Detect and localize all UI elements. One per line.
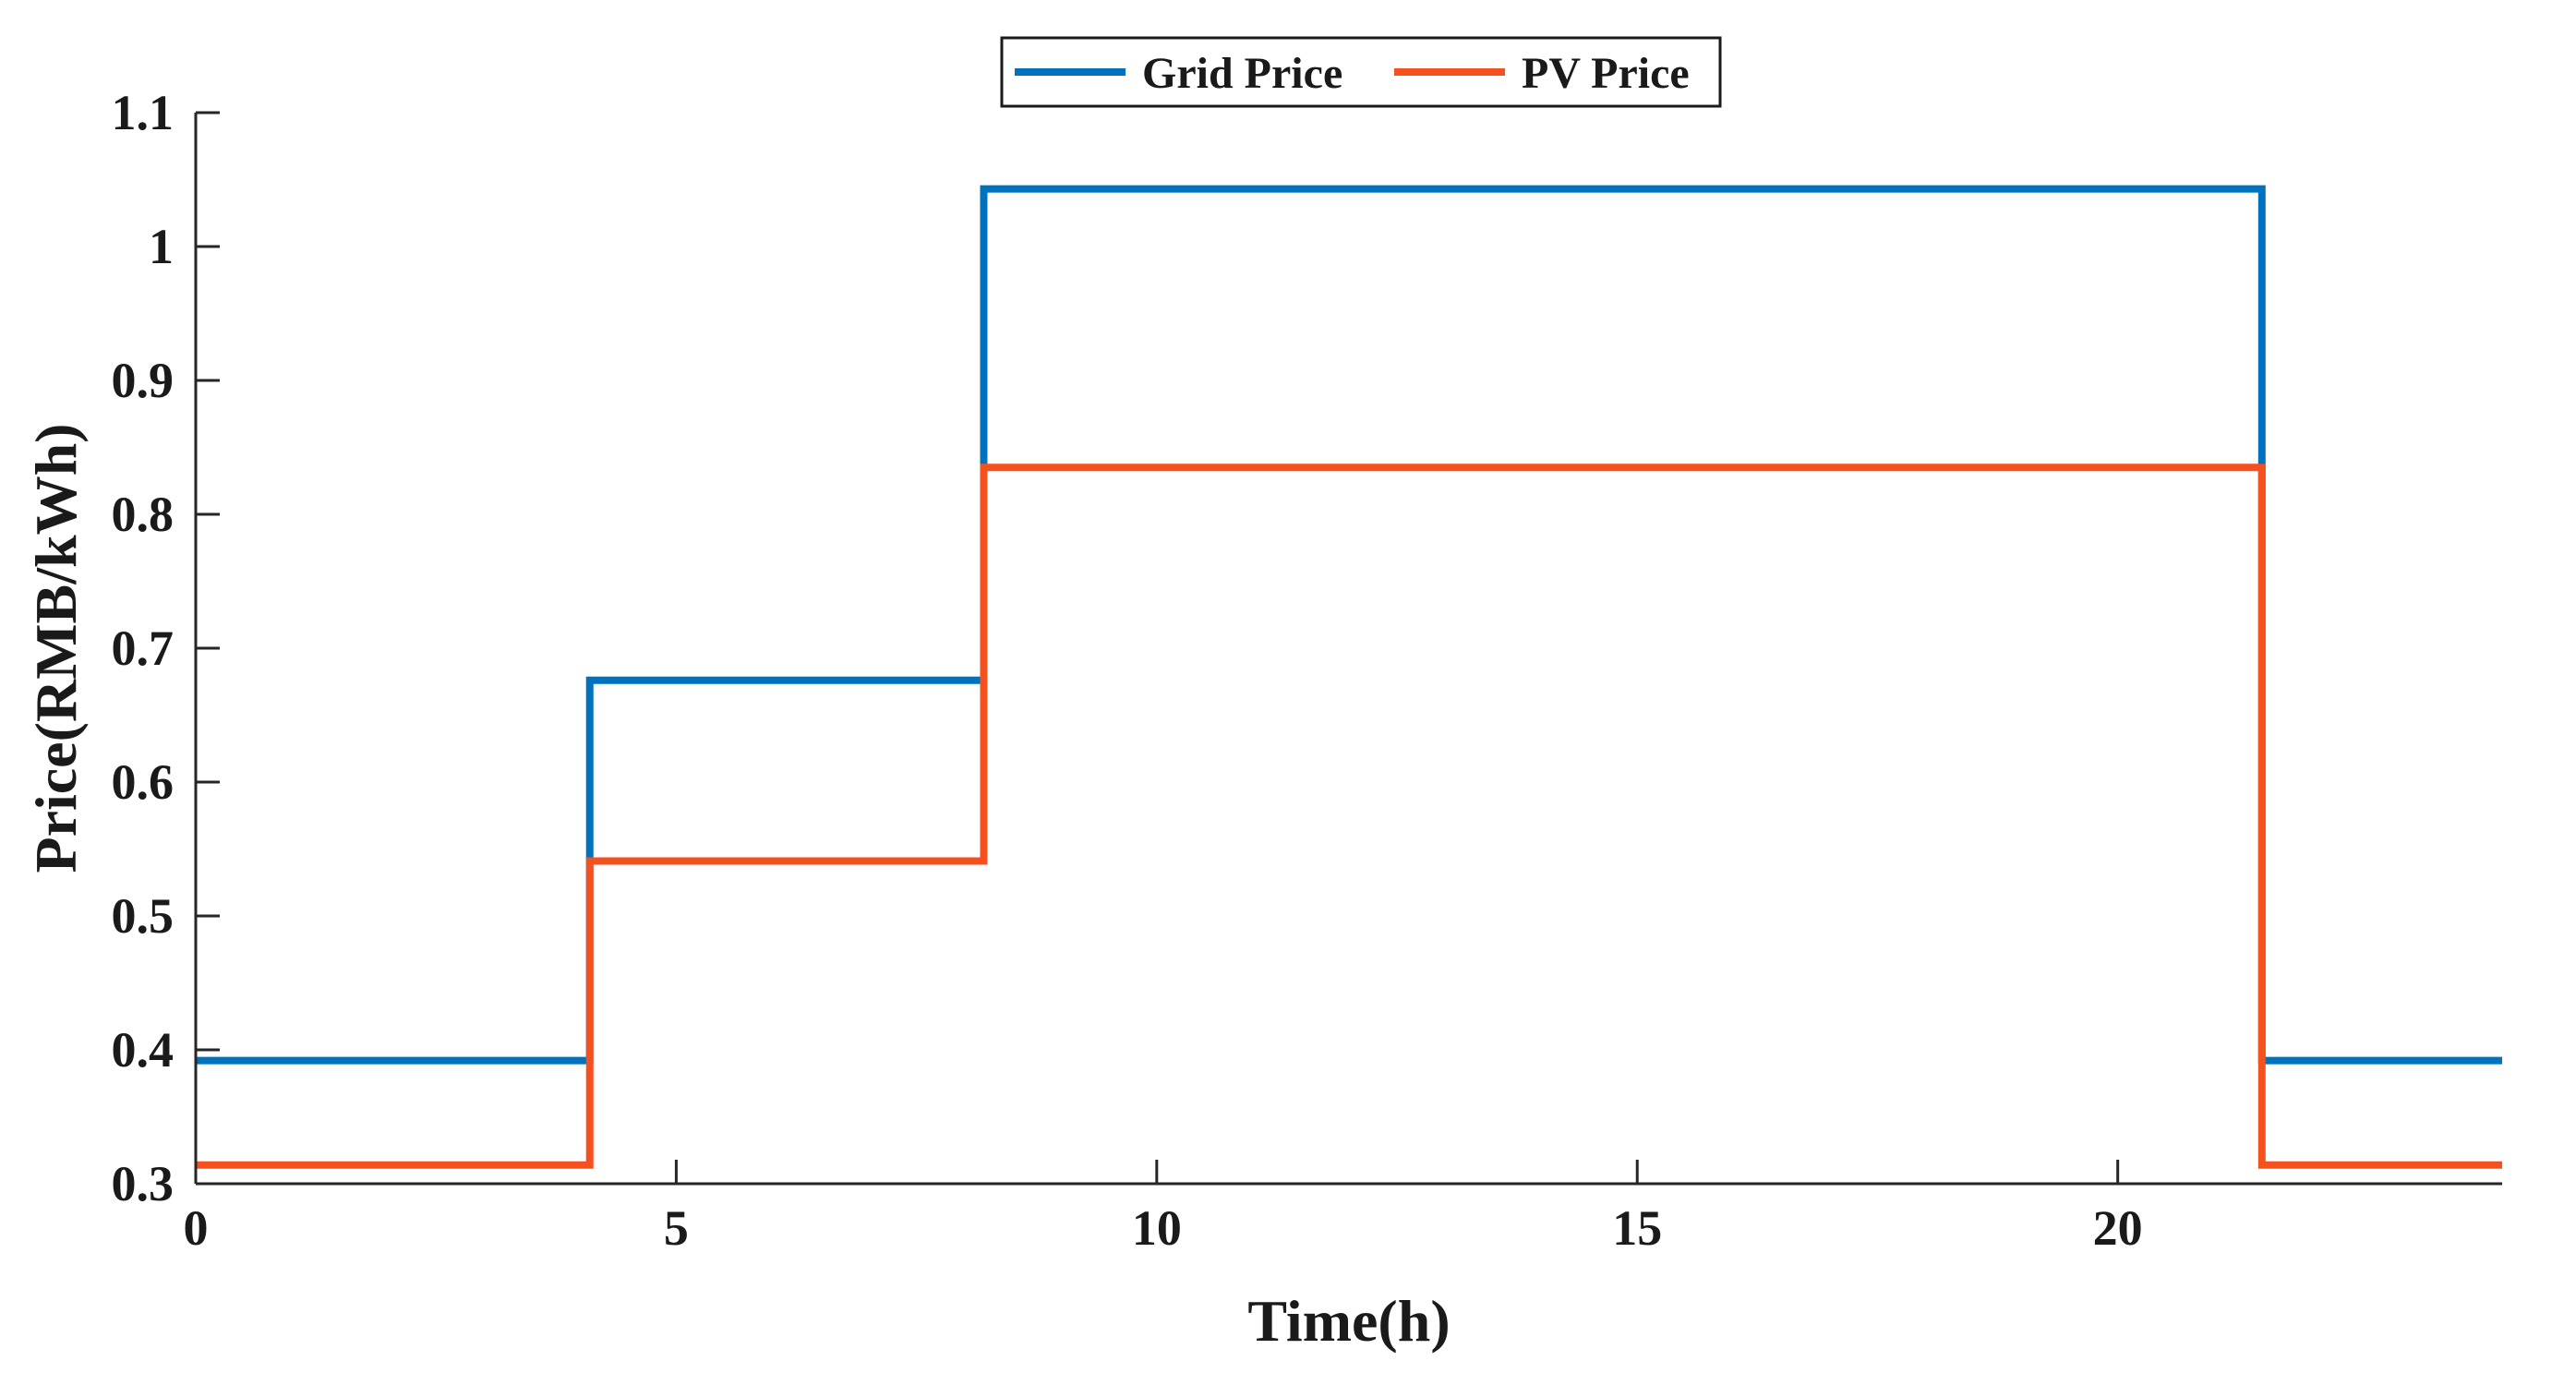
series-line-pv-price	[196, 464, 2502, 1169]
y-tick-label: 0.8	[112, 487, 175, 542]
x-tick-label: 10	[1132, 1200, 1182, 1256]
x-tick-label: 20	[2093, 1200, 2143, 1256]
x-tick-label: 5	[664, 1200, 689, 1256]
series-layer	[196, 185, 2502, 1169]
y-tick-label: 1.1	[112, 85, 175, 140]
y-tick-label: 0.9	[112, 353, 175, 408]
legend: Grid Price PV Price	[1000, 36, 1722, 108]
y-tick-label: 0.3	[112, 1156, 175, 1211]
legend-label-grid-price: Grid Price	[1142, 49, 1342, 98]
y-tick-label: 0.7	[112, 620, 175, 676]
x-tick-label: 15	[1612, 1200, 1662, 1256]
series-line-grid-price	[196, 185, 2502, 1065]
y-tick-label: 0.6	[112, 754, 175, 810]
y-axis-title: Price(RMB/kWh)	[23, 424, 89, 873]
x-axis-title: Time(h)	[1247, 1288, 1450, 1354]
y-tick-label: 0.4	[112, 1022, 175, 1078]
labels-layer: 0.3 0.4 0.5 0.6 0.7 0.8 0.9 1 1.1 0 5 10 15 20 Time(h)…	[23, 85, 2143, 1354]
axes-layer	[194, 111, 2502, 1186]
x-tick-label: 0	[184, 1200, 209, 1256]
y-tick-label: 0.5	[112, 888, 175, 944]
y-tick-label: 1	[149, 219, 174, 274]
legend-label-pv-price: PV Price	[1522, 49, 1690, 98]
